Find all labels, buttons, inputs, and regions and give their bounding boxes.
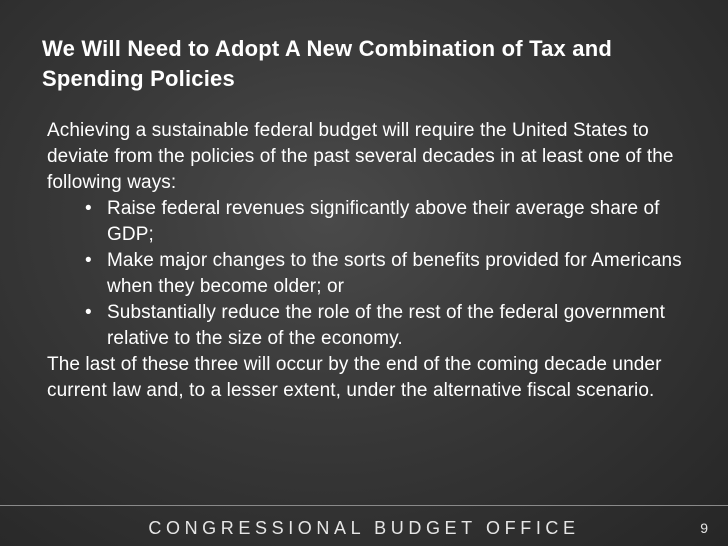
bullet-item: • Substantially reduce the role of the r… [85, 300, 687, 352]
bullet-marker: • [85, 250, 92, 271]
page-number: 9 [700, 520, 708, 536]
slide-body: Achieving a sustainable federal budget w… [47, 118, 687, 404]
bullet-item: • Raise federal revenues significantly a… [85, 196, 687, 248]
bullet-marker: • [85, 302, 92, 323]
slide-title: We Will Need to Adopt A New Combination … [42, 36, 612, 91]
bullet-text: Substantially reduce the role of the res… [107, 302, 666, 349]
footer-divider [0, 505, 728, 506]
intro-paragraph: Achieving a sustainable federal budget w… [47, 120, 674, 193]
bullet-text: Raise federal revenues significantly abo… [107, 198, 660, 245]
bullet-marker: • [85, 198, 92, 219]
bullet-item: • Make major changes to the sorts of ben… [85, 248, 687, 300]
bullet-text: Make major changes to the sorts of benef… [107, 250, 682, 297]
bullet-list: • Raise federal revenues significantly a… [47, 196, 687, 352]
footer-organization: CONGRESSIONAL BUDGET OFFICE [148, 518, 580, 538]
closing-paragraph: The last of these three will occur by th… [47, 354, 662, 401]
